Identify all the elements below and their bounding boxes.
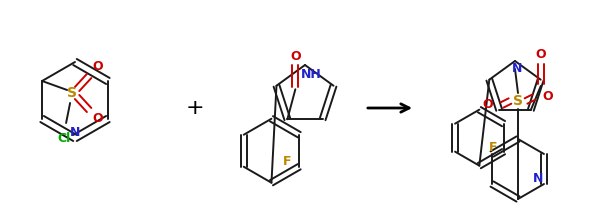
Text: O: O bbox=[542, 91, 553, 103]
Text: Cl: Cl bbox=[58, 132, 71, 145]
Text: S: S bbox=[67, 86, 77, 100]
Text: F: F bbox=[490, 141, 498, 154]
Text: O: O bbox=[290, 50, 301, 63]
Text: N: N bbox=[70, 126, 80, 138]
Text: S: S bbox=[513, 94, 523, 108]
Text: N: N bbox=[512, 62, 522, 76]
Text: F: F bbox=[283, 155, 292, 168]
Text: O: O bbox=[536, 48, 546, 61]
Text: O: O bbox=[482, 99, 493, 112]
Text: NH: NH bbox=[301, 68, 322, 81]
Text: +: + bbox=[185, 98, 205, 118]
Text: O: O bbox=[93, 60, 103, 74]
Text: O: O bbox=[93, 112, 103, 126]
Text: N: N bbox=[533, 173, 543, 186]
